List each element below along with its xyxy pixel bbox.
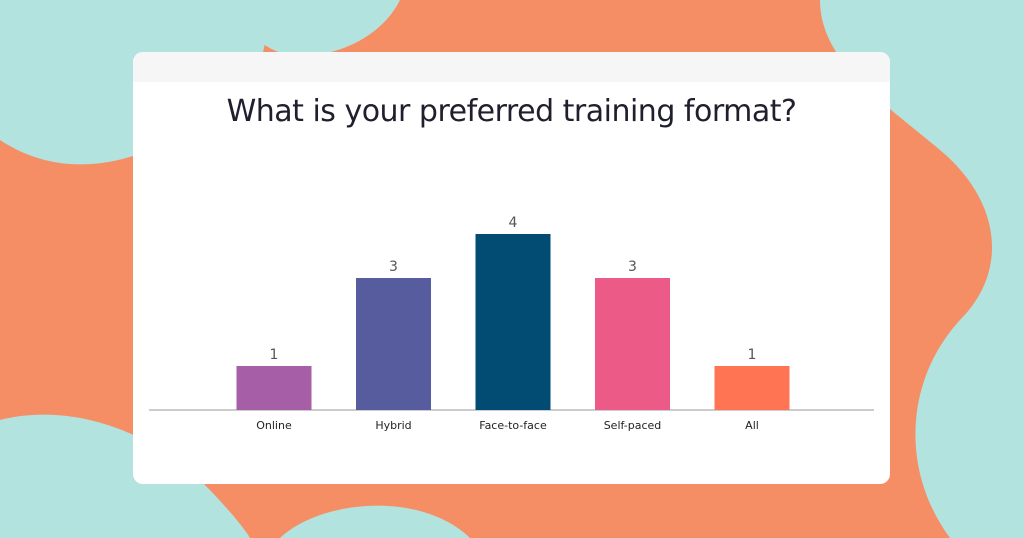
x-tick-label: Online: [256, 419, 292, 432]
bar-self-paced: [595, 278, 670, 410]
x-tick-label: Face-to-face: [479, 419, 547, 432]
teal-blob-bottom-left: [0, 414, 250, 538]
data-label: 1: [270, 347, 279, 363]
data-label: 1: [748, 347, 757, 363]
x-tick-label: Hybrid: [375, 419, 411, 432]
chart-card: What is your preferred training format? …: [133, 52, 890, 484]
teal-blob-right: [820, 0, 1024, 538]
bar-hybrid: [356, 278, 431, 410]
bar-face-to-face: [475, 234, 551, 410]
bar-all: [714, 366, 790, 410]
teal-blob-top-center: [230, 0, 400, 56]
x-tick-label: All: [745, 419, 759, 432]
data-label: 3: [628, 259, 637, 275]
bar-chart: 1 Online 3 Hybrid 4 Face-to-face 3 Self-paced 1 A…: [149, 215, 874, 432]
data-label: 4: [509, 215, 518, 231]
card-top-bar: [133, 52, 890, 82]
data-label: 3: [389, 259, 398, 275]
bar-online: [236, 366, 312, 410]
teal-blob-bottom-center: [280, 505, 470, 538]
x-tick-label: Self-paced: [604, 419, 662, 432]
chart-title: What is your preferred training format?: [226, 94, 797, 129]
